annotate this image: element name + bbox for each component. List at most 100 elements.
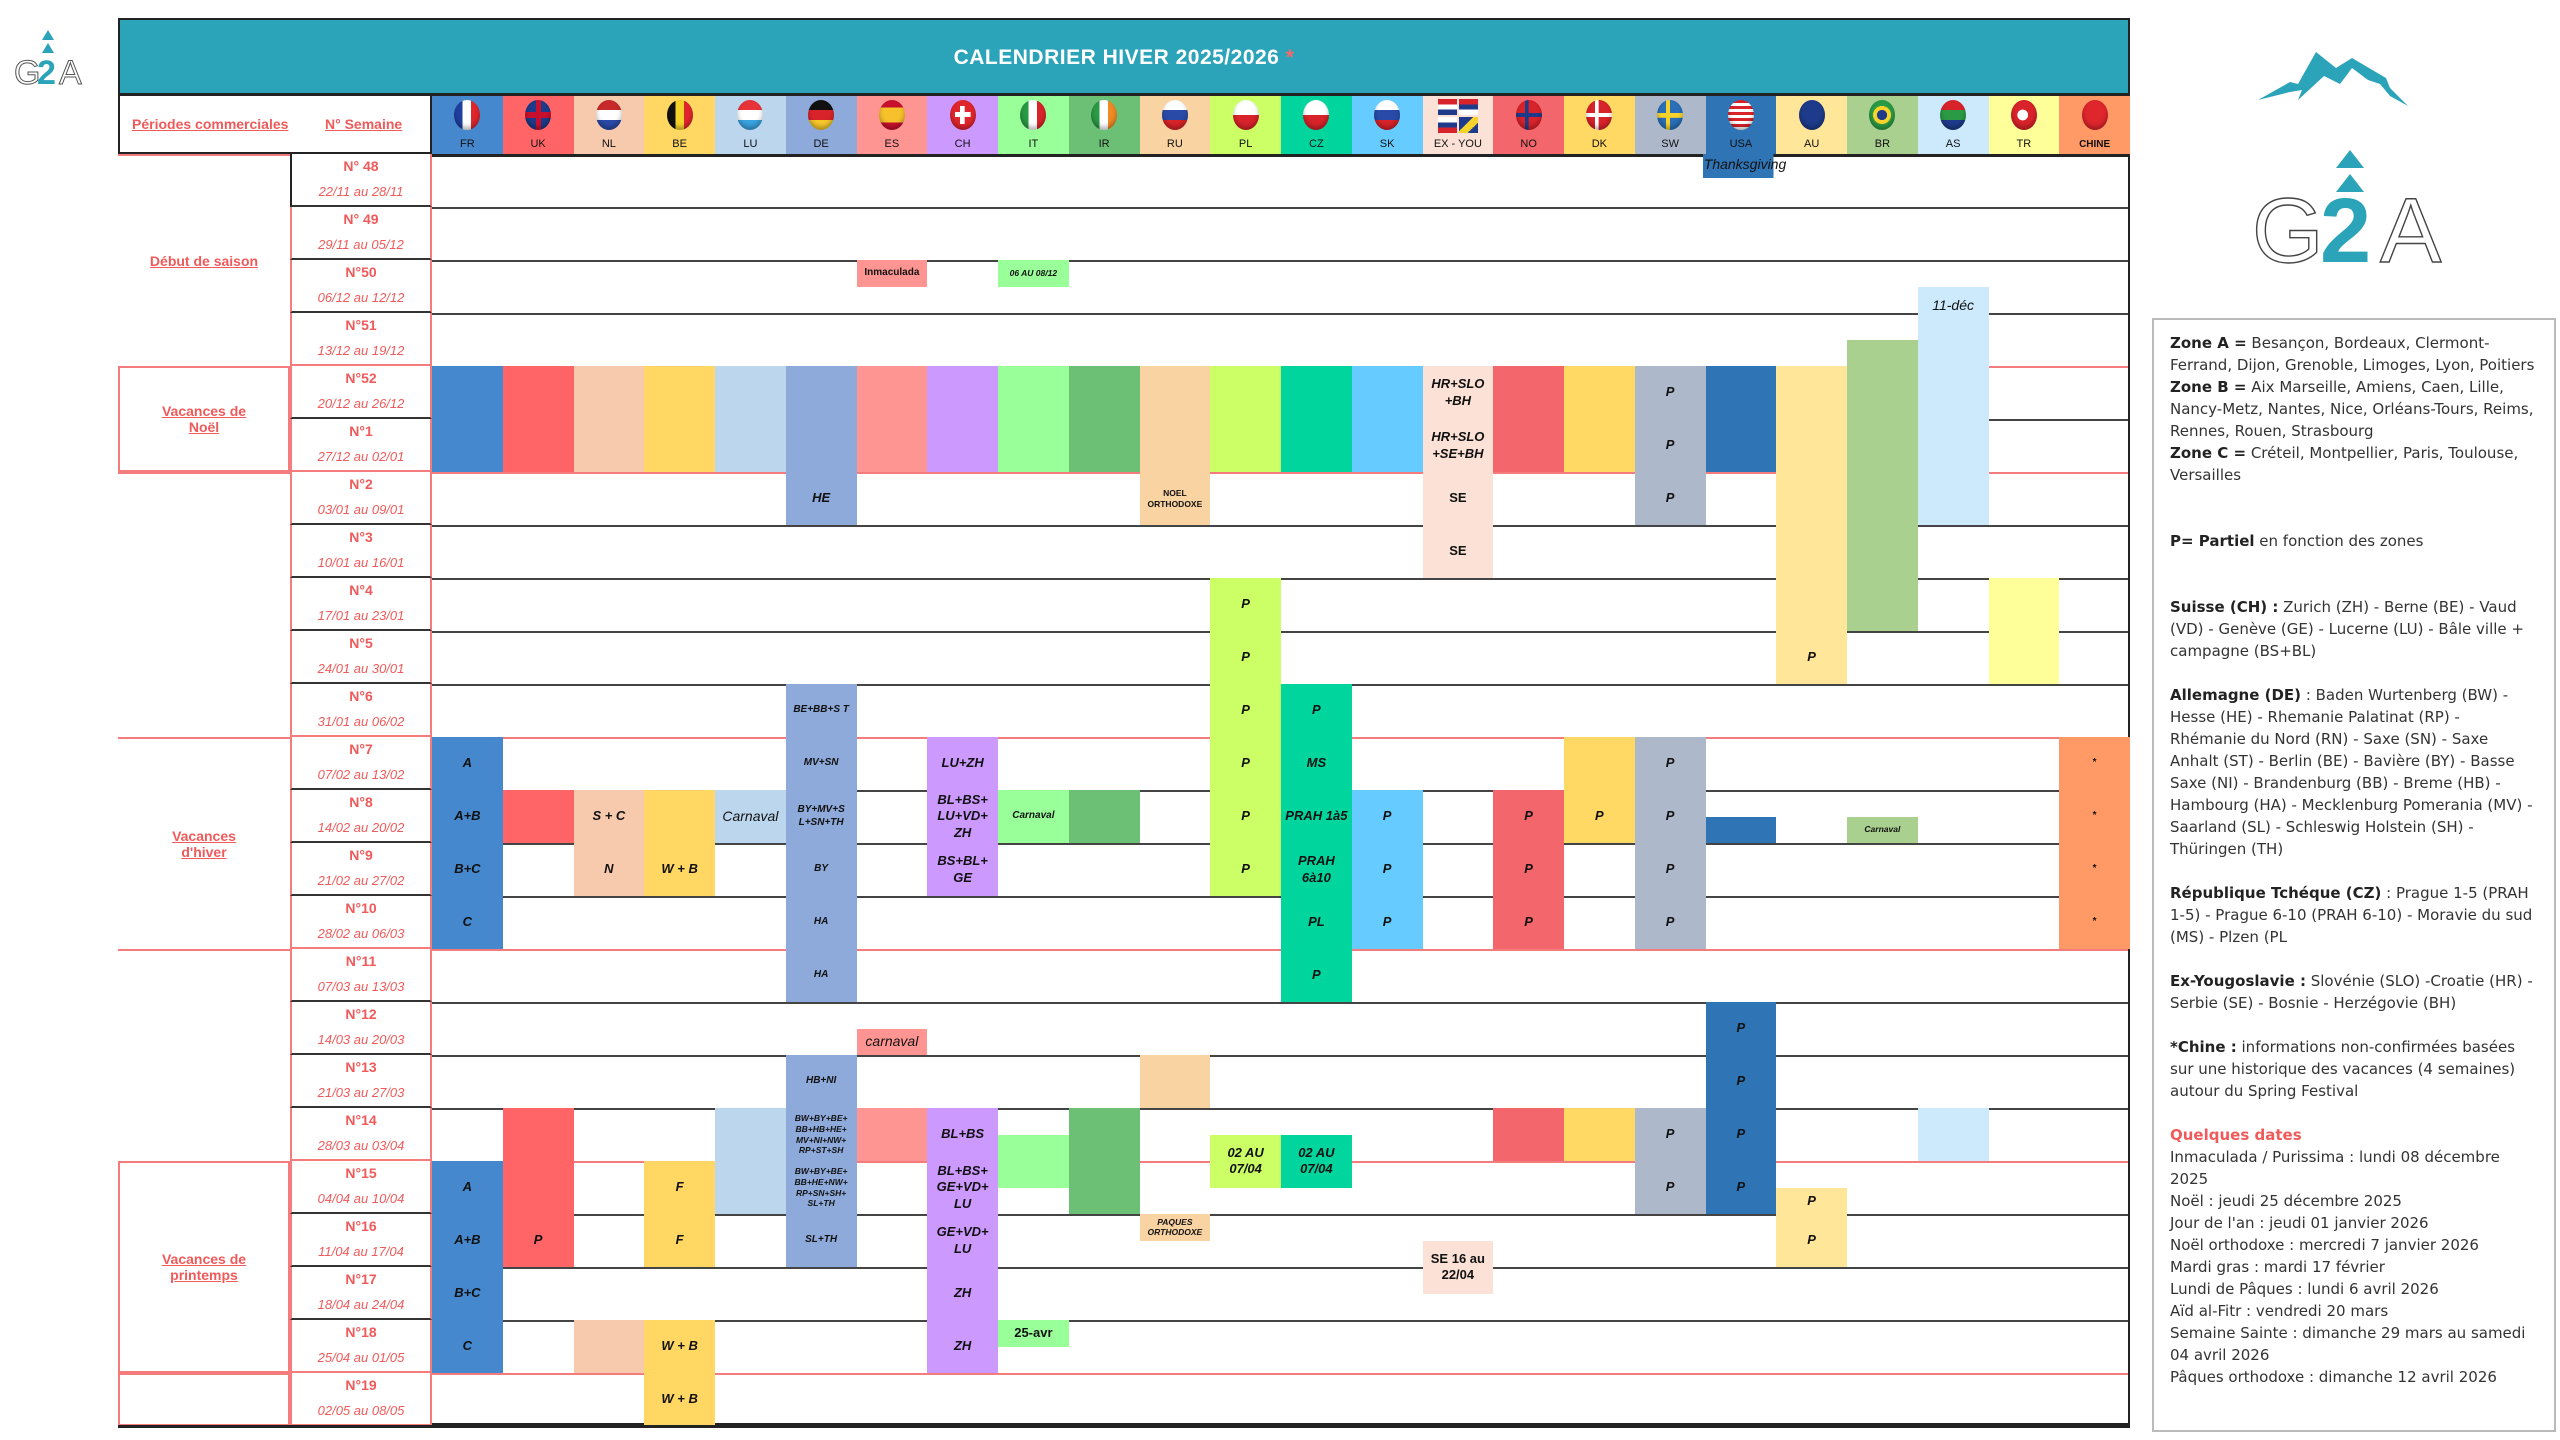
calendar-grid: Thanksgiving Inmaculada 06 AU 08/12 11-déc H… [432, 154, 2130, 1426]
week-cell: N°1 27/12 au 02/01 [290, 419, 432, 472]
holiday-block [1068, 366, 1140, 472]
flag-lu-icon [737, 100, 764, 130]
country-code: CHINE [2079, 139, 2111, 150]
chine-note: *Chine : informations non-confirmées bas… [2170, 1038, 2516, 1100]
row-divider [432, 1055, 2128, 1057]
holiday-cell: HR+SLO +BH [1422, 366, 1494, 419]
tcheque-note: République Tchéque (CZ) : Prague 1-5 (PR… [2170, 884, 2533, 946]
holiday-cell: NOEL ORTHODOXE [1139, 472, 1211, 525]
key-date: Inmaculada / Purissima : lundi 08 décemb… [2170, 1148, 2500, 1188]
holiday-cell: * [2092, 810, 2097, 822]
country-code: LU [743, 138, 758, 150]
week-number: N°3 [349, 529, 373, 545]
allemagne-note: Allemagne (DE) : Baden Wurtenberg (BW) -… [2170, 686, 2533, 858]
week-dates: 21/03 au 27/03 [317, 1085, 405, 1100]
flag-fr-icon [454, 100, 481, 130]
week-cell: N°10 28/02 au 06/03 [290, 896, 432, 949]
country-header-as: AS [1917, 96, 1989, 157]
week-cell: N°7 07/02 au 13/02 [290, 737, 432, 790]
week-number: N°15 [345, 1165, 377, 1181]
holiday-block [785, 366, 857, 472]
period-label [118, 949, 290, 1161]
week-number: N°16 [345, 1218, 377, 1234]
holiday-cell: PL [1281, 896, 1352, 949]
holiday-cell: MV+SN [785, 737, 857, 790]
week-number: N°14 [345, 1112, 377, 1128]
week-cell: N°12 14/03 au 20/03 [290, 1002, 432, 1055]
holiday-cell: P [1776, 631, 1847, 684]
week-dates: 31/01 au 06/02 [317, 714, 405, 729]
holiday-cell: P [1634, 472, 1706, 525]
country-header-ch: CH [927, 96, 998, 157]
week-dates: 07/02 au 13/02 [317, 767, 405, 782]
country-header-cz: CZ [1281, 96, 1352, 157]
period-label: Vacances d'hiver [118, 737, 290, 949]
country-header-uk: UK [502, 96, 574, 157]
period-label [118, 1373, 290, 1426]
holiday-cell: PRAH 1à5 [1281, 790, 1352, 843]
holiday-cell: P [533, 1232, 543, 1248]
holiday-block [1705, 1002, 1777, 1214]
yougoslavie-note: Ex-Yougoslavie : Slovénie (SLO) -Croatie… [2170, 972, 2533, 1012]
holiday-cell: P [1210, 578, 1281, 631]
holiday-cell: 06 AU 08/12 [998, 260, 1069, 287]
holiday-cell: A [432, 737, 503, 790]
holiday-block [927, 366, 998, 472]
holiday-block [1988, 578, 2060, 684]
week-dates: 03/01 au 09/01 [317, 502, 405, 517]
country-code: TR [2016, 138, 2032, 150]
g2a-logo-small: G 2 A [8, 28, 88, 93]
dates-list: Inmaculada / Purissima : lundi 08 décemb… [2170, 1146, 2538, 1388]
key-date: Lundi de Pâques : lundi 6 avril 2026 [2170, 1280, 2439, 1298]
week-dates: 25/04 au 01/05 [317, 1350, 405, 1365]
flag-chine-icon [2081, 100, 2108, 130]
week-number: N°10 [345, 900, 377, 916]
country-header-be: BE [644, 96, 715, 157]
holiday-cell: Carnaval [998, 790, 1069, 843]
week-cell: N° 48 22/11 au 28/11 [290, 154, 432, 207]
holiday-cell: P [1281, 949, 1352, 1002]
country-code: NO [1520, 138, 1537, 150]
holiday-cell: P [1493, 843, 1564, 896]
week-dates: 27/12 au 02/01 [317, 449, 405, 464]
week-dates: 04/04 au 10/04 [317, 1191, 405, 1206]
flag-sw-icon [1657, 100, 1684, 130]
notes-panel: Zone A = Besançon, Bordeaux, Clermont-Fe… [2152, 318, 2556, 1432]
holiday-block [573, 366, 645, 472]
holiday-cell: 25-avr [998, 1320, 1069, 1347]
holiday-block [1068, 790, 1140, 843]
country-code: UK [530, 138, 546, 150]
flag-ir-icon [1091, 100, 1118, 130]
key-date: Pâques orthodoxe : dimanche 12 avril 202… [2170, 1368, 2497, 1386]
holiday-cell: Inmaculada [856, 260, 928, 287]
holiday-cell: * [2092, 757, 2097, 769]
holiday-cell: 02 AU 07/04 [1210, 1134, 1281, 1188]
row-divider [432, 896, 2128, 898]
week-cell: N°18 25/04 au 01/05 [290, 1320, 432, 1373]
week-dates: 02/05 au 08/05 [317, 1403, 405, 1418]
holiday-block [644, 366, 715, 472]
holiday-block [502, 790, 574, 843]
holiday-cell: 11-déc [1917, 286, 1989, 472]
flag-es-icon [878, 100, 905, 130]
key-date: Semaine Sainte : dimanche 29 mars au sam… [2170, 1324, 2526, 1364]
country-header-au: AU [1776, 96, 1847, 157]
week-cell: N°51 13/12 au 19/12 [290, 313, 432, 366]
week-dates: 17/01 au 23/01 [317, 608, 405, 623]
week-dates: 10/01 au 16/01 [317, 555, 405, 570]
svg-text:A: A [2380, 180, 2442, 270]
header-labels: Périodes commerciales N° Semaine [118, 96, 432, 154]
holiday-block [1281, 366, 1352, 472]
week-cell: N°4 17/01 au 23/01 [290, 578, 432, 631]
title-banner: CALENDRIER HIVER 2025/2026 * [118, 18, 2130, 96]
country-header-ru: RU [1139, 96, 1211, 157]
flag-no-icon [1515, 100, 1542, 130]
country-header-sk: SK [1351, 96, 1423, 157]
holiday-cell: BW+BY+BE+ BB+HB+HE+ MV+NI+NW+ RP+ST+SH [785, 1108, 857, 1161]
row-divider [432, 260, 2128, 262]
holiday-cell: P [1736, 1179, 1746, 1195]
g2a-logo-large: G 2 A [2240, 40, 2460, 283]
holiday-cell: F [644, 1161, 715, 1214]
holiday-block [1210, 366, 1281, 472]
holiday-cell: P [1210, 843, 1281, 896]
